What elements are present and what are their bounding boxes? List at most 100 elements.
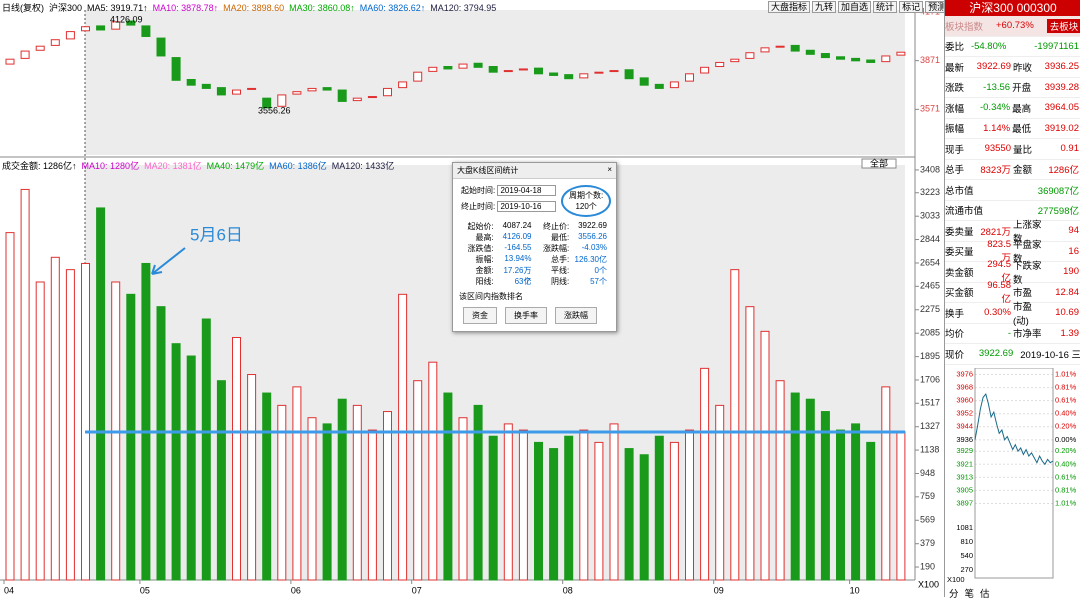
y-tick-label: 3976	[956, 370, 973, 379]
candle-body	[760, 47, 770, 53]
volume-bar	[50, 256, 60, 581]
close[interactable]: ×	[607, 165, 612, 174]
quote-value: 294.5亿	[987, 259, 1011, 285]
quote-value: 3964.05	[1044, 102, 1079, 114]
volume-bar	[700, 367, 710, 581]
tool-button[interactable]: 统计	[873, 1, 898, 13]
volume-bar	[579, 429, 589, 581]
quote-value: 823.5万	[987, 238, 1011, 264]
volume-bar	[654, 435, 664, 581]
candle-body	[232, 89, 241, 95]
end-date[interactable]: 2019-10-16	[497, 201, 557, 212]
y2-tick-label: 0.40%	[1055, 459, 1077, 468]
candle-body	[81, 26, 90, 32]
candle-body	[820, 53, 830, 59]
price-line	[974, 393, 1054, 466]
y2-tick-label: 0.20%	[1055, 422, 1077, 431]
tool-button[interactable]: 大盘指标	[768, 1, 811, 13]
quote-value: 8323万	[980, 165, 1011, 177]
quote-label: 市净率	[1013, 329, 1042, 341]
legend-item: MA10: 1280亿	[81, 161, 140, 171]
quote-label: 总市值	[945, 185, 974, 197]
selection-shade	[85, 10, 905, 155]
volume-bar	[398, 293, 408, 581]
dialog-button[interactable]: 涨跌幅	[555, 307, 597, 324]
candle-body	[775, 45, 785, 48]
stat-label: 最低:	[551, 233, 570, 242]
candle-body	[35, 45, 45, 51]
y-tick-label: 3897	[956, 498, 973, 507]
y2-tick-label: 0.20%	[1055, 446, 1077, 455]
dialog-button[interactable]: 换手率	[505, 307, 547, 324]
quote-label: 上涨家数	[1013, 219, 1042, 245]
quote-value: 0.30%	[984, 307, 1011, 319]
caps: 总市值 369087亿 流通市值 277598亿	[945, 180, 1080, 221]
volume-bar	[518, 429, 528, 581]
quote-value: -54.80%	[970, 40, 1007, 52]
tab[interactable]: 分	[949, 589, 959, 600]
now-label: 现价	[945, 349, 965, 361]
volume-bar	[20, 188, 30, 581]
all-button[interactable]	[861, 158, 897, 169]
volume-bar	[367, 429, 377, 581]
candle-body	[201, 83, 211, 89]
candle-body	[503, 70, 513, 73]
candle-body	[322, 87, 332, 91]
quote-label: 平盘家数	[1013, 240, 1042, 266]
y-tick-label: 1327	[920, 421, 940, 431]
volume-bar	[488, 435, 498, 581]
y2-tick-label: 0.61%	[1055, 396, 1077, 405]
quote-row: 振幅 1.14% 最低 3919.02	[945, 119, 1080, 139]
x-tick-label: 10	[850, 585, 860, 595]
tool-button[interactable]: 标记	[899, 1, 924, 13]
quote-value: -19971161	[1034, 40, 1079, 52]
tool-button[interactable]: 九转	[812, 1, 837, 13]
dialog-button[interactable]: 资金	[463, 307, 497, 324]
y-tick-label: 2275	[920, 304, 940, 314]
tab[interactable]: 笔	[964, 589, 975, 600]
candle-body	[654, 83, 664, 89]
tabs: 分笔估	[949, 586, 996, 600]
quote-value: 3919.02	[1044, 122, 1079, 134]
quote-label: 委比	[945, 42, 965, 54]
label: 终止时间:	[461, 202, 496, 211]
sub-button[interactable]: 去板块	[1047, 18, 1080, 33]
legend-item: MA120: 1433亿	[331, 161, 395, 171]
stat-value: 3922.69	[578, 221, 607, 230]
tool-button[interactable]: 预测	[925, 1, 950, 13]
volume-bar	[216, 380, 226, 581]
candle-body	[352, 97, 362, 102]
volume-bar	[262, 392, 272, 581]
candle-body	[383, 87, 392, 97]
volume-bar	[443, 392, 453, 581]
candle-body	[624, 69, 634, 80]
candle-body	[851, 57, 861, 62]
candle-body	[639, 77, 649, 86]
legend-item: MA60: 1386亿	[269, 161, 327, 171]
y-tick-label: 1706	[920, 374, 940, 384]
candle-body	[141, 25, 151, 37]
candle-body	[549, 72, 559, 76]
stat-row: 阳线: 63个 阴线: 57个	[459, 276, 610, 287]
volume-bar	[186, 355, 196, 581]
candle-body	[292, 91, 302, 95]
intraday-chart: 3976 1.01% 3968 0.81% 3960 0.61% 3952 0.40% 3944…	[947, 368, 1077, 584]
volume-legend: 成交金额: 1286亿↑ MA10: 1280亿 MA20: 1381亿 MA40: …	[2, 159, 399, 172]
candle-body	[277, 94, 287, 107]
y2-tick-label: 0.81%	[1055, 485, 1077, 494]
tab[interactable]: 估	[980, 589, 990, 600]
quote-row: 涨跌 -13.56 开盘 3939.28	[945, 78, 1080, 98]
stat-value: 57个	[590, 277, 607, 286]
value: 120个	[575, 202, 597, 211]
y-tick-label: 2654	[920, 257, 940, 267]
stat-label: 终止价:	[543, 222, 570, 231]
candle-body	[488, 66, 498, 73]
stat-row: 金额: 17.26万亿 平线: 0个	[459, 265, 610, 286]
volume-bar	[594, 441, 604, 581]
tool-button[interactable]: 加自选	[838, 1, 872, 13]
all-button-label[interactable]: 全部	[870, 157, 888, 168]
y-tick-label: 3960	[956, 396, 973, 405]
start-date[interactable]: 2019-04-18	[497, 185, 557, 196]
frame	[974, 368, 1054, 579]
